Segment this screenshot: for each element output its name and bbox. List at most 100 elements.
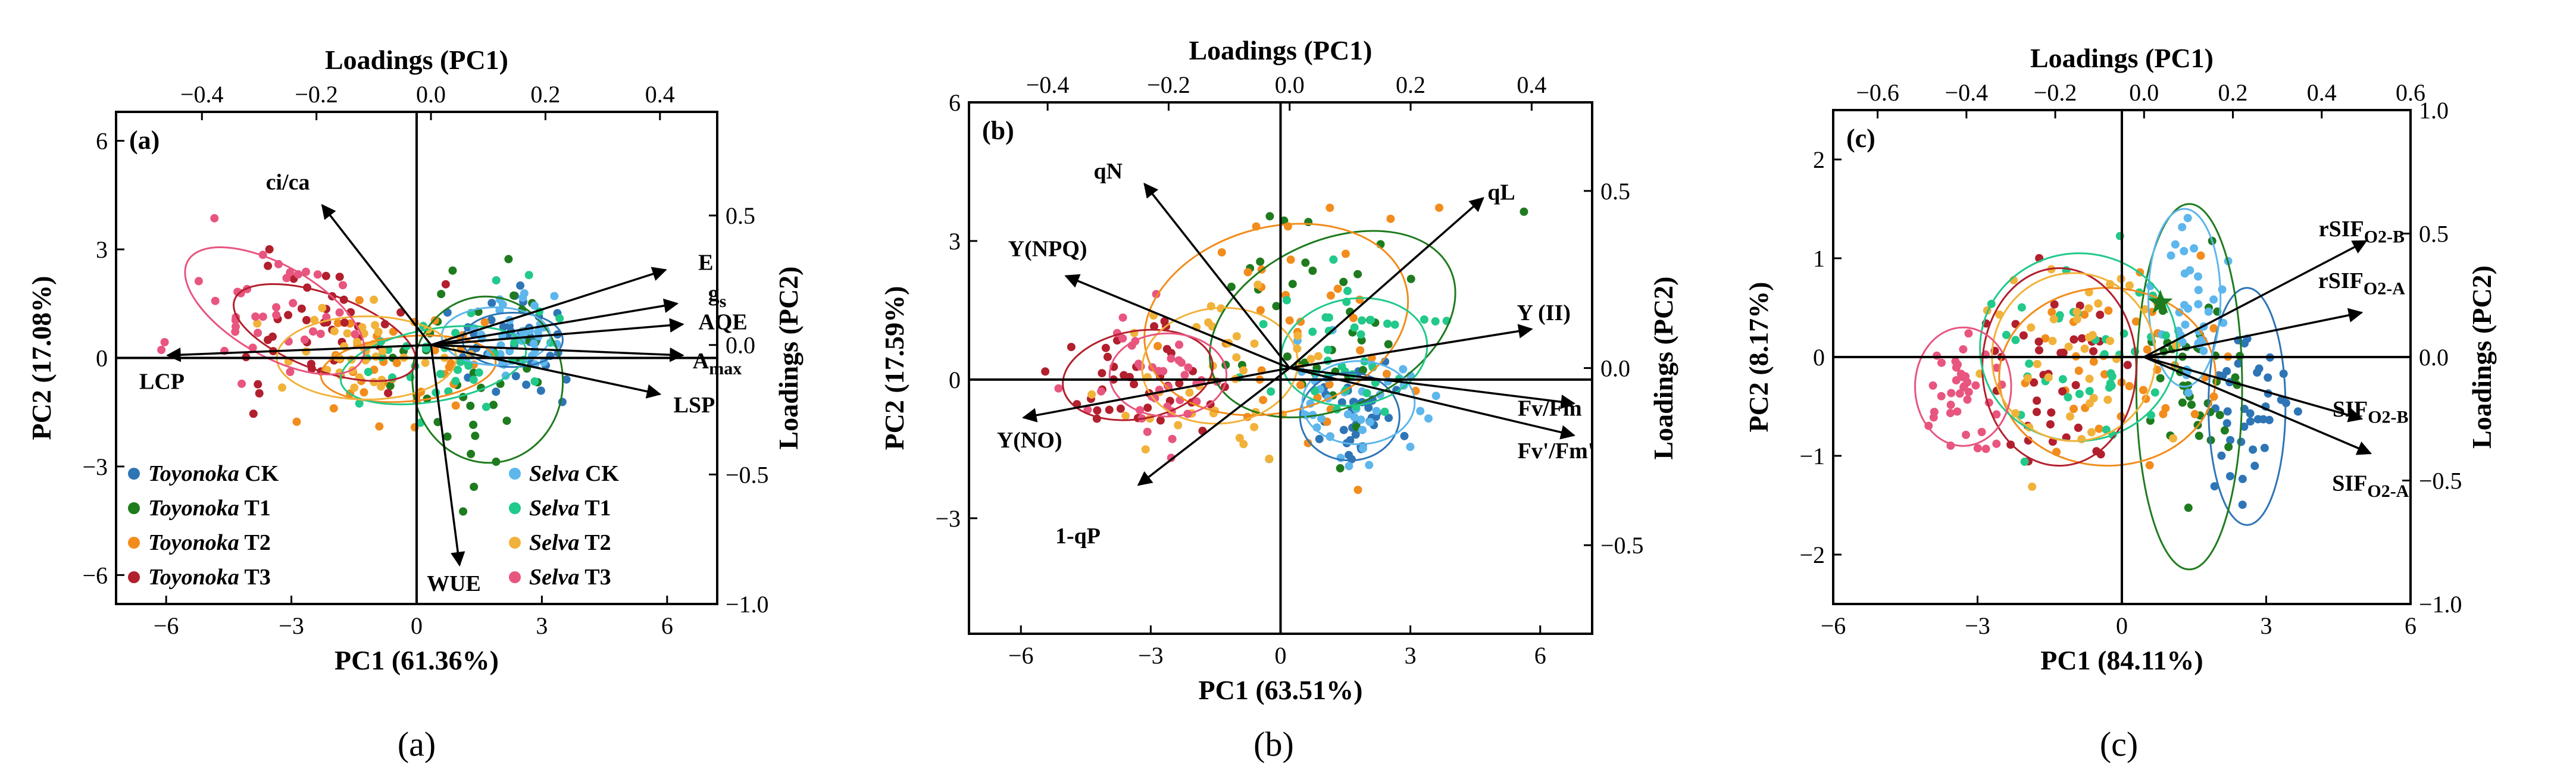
data-point (2106, 379, 2115, 388)
data-point (436, 370, 445, 378)
loading-vector (1137, 367, 1290, 486)
vector-label: 1-qP (1055, 524, 1101, 549)
data-point (335, 308, 344, 317)
data-point (1098, 369, 1106, 378)
plot-area (157, 214, 571, 516)
data-point (370, 378, 379, 387)
x-tick-label: −3 (279, 612, 304, 639)
x-tick-label: 3 (536, 612, 548, 639)
loading-vector (1289, 367, 1575, 409)
data-point (358, 323, 367, 332)
vector-label: Y(NPQ) (1008, 237, 1087, 262)
data-point (2186, 266, 2194, 275)
data-point (1250, 423, 1259, 431)
data-point (1955, 389, 1964, 398)
data-point (1296, 317, 1305, 326)
data-point (2047, 308, 2056, 317)
data-point (2194, 300, 2203, 309)
confidence-ellipse (1108, 332, 1228, 418)
y-tick-label: −3 (82, 453, 108, 480)
data-point (1243, 268, 1252, 277)
data-point (1285, 316, 1294, 325)
confidence-ellipse (1914, 326, 2012, 447)
data-point (2089, 347, 2098, 356)
data-point (1977, 428, 1986, 436)
data-point (268, 332, 277, 341)
data-point (1103, 352, 1112, 361)
right-axis-title: Loadings (PC2) (1648, 277, 1678, 460)
data-point (2184, 503, 2193, 512)
data-point (1339, 277, 1348, 286)
data-point (1306, 355, 1315, 364)
data-point (297, 304, 306, 313)
vector-label: rSIFO2-B (2319, 217, 2405, 246)
data-point (1105, 405, 1114, 414)
right-tick-label: −0.5 (726, 461, 769, 488)
panel-label: (b) (982, 116, 1014, 145)
data-point (2080, 345, 2089, 353)
data-point (1256, 257, 1265, 266)
data-point (2033, 408, 2041, 417)
data-point (2234, 359, 2243, 368)
data-point (2027, 323, 2036, 332)
data-point (467, 449, 476, 458)
data-point (1337, 398, 1346, 407)
data-point (1343, 410, 1352, 419)
panel-c: rSIFO2-B rSIFO2-A SIFO2-B SIFO2-A −6 −3 0 3 6 −2 −… (1743, 43, 2497, 763)
legend-entry: Toyonoka T2 (148, 530, 271, 555)
data-point (1054, 384, 1063, 393)
loading-vector (430, 343, 684, 362)
data-point (2169, 434, 2178, 443)
data-point (421, 358, 430, 367)
data-point (1174, 421, 1183, 430)
data-point (258, 312, 267, 321)
legend-entry: Toyonoka T1 (148, 496, 271, 521)
data-point (529, 339, 538, 348)
data-point (1121, 411, 1130, 420)
top-axis-title: Loadings (PC1) (325, 45, 508, 75)
data-point (2210, 482, 2219, 491)
data-point (375, 422, 384, 431)
data-point (2034, 337, 2043, 346)
data-point (2260, 443, 2269, 452)
data-point (2194, 431, 2203, 440)
data-point (522, 380, 531, 389)
data-point (300, 335, 309, 344)
data-point (2104, 306, 2113, 315)
data-point (272, 303, 281, 312)
data-point (2002, 330, 2011, 339)
data-point (1383, 320, 1392, 328)
y-tick-label: −1 (1799, 443, 1825, 470)
data-point (2184, 389, 2193, 397)
data-point (2089, 357, 2098, 366)
data-point (2064, 342, 2073, 351)
y-tick-label: 2 (1813, 146, 1825, 173)
data-point (157, 346, 166, 354)
data-point (316, 330, 325, 338)
data-point (487, 299, 496, 308)
loading-vector (1143, 182, 1291, 369)
data-point (2087, 428, 2096, 437)
confidence-ellipse (233, 283, 417, 382)
data-point (1956, 370, 1965, 378)
data-point (2046, 420, 2055, 429)
data-point (1167, 354, 1176, 363)
right-axis-title: Loadings (PC2) (773, 267, 804, 450)
data-point (352, 337, 361, 346)
data-point (310, 315, 319, 324)
data-point (1116, 404, 1125, 413)
right-tick-label: −1.0 (726, 591, 769, 618)
x-tick-label: 0 (411, 612, 423, 639)
data-point (1087, 390, 1096, 399)
data-point (2143, 345, 2152, 354)
data-point (509, 291, 518, 300)
data-point (2064, 393, 2072, 402)
vector-label: qL (1487, 180, 1515, 205)
data-point (1358, 366, 1367, 374)
data-point (359, 388, 368, 397)
loading-vector (1289, 197, 1484, 369)
top-tick-label: −0.2 (1147, 71, 1190, 98)
data-point (2049, 315, 2058, 324)
data-point (2085, 374, 2094, 383)
